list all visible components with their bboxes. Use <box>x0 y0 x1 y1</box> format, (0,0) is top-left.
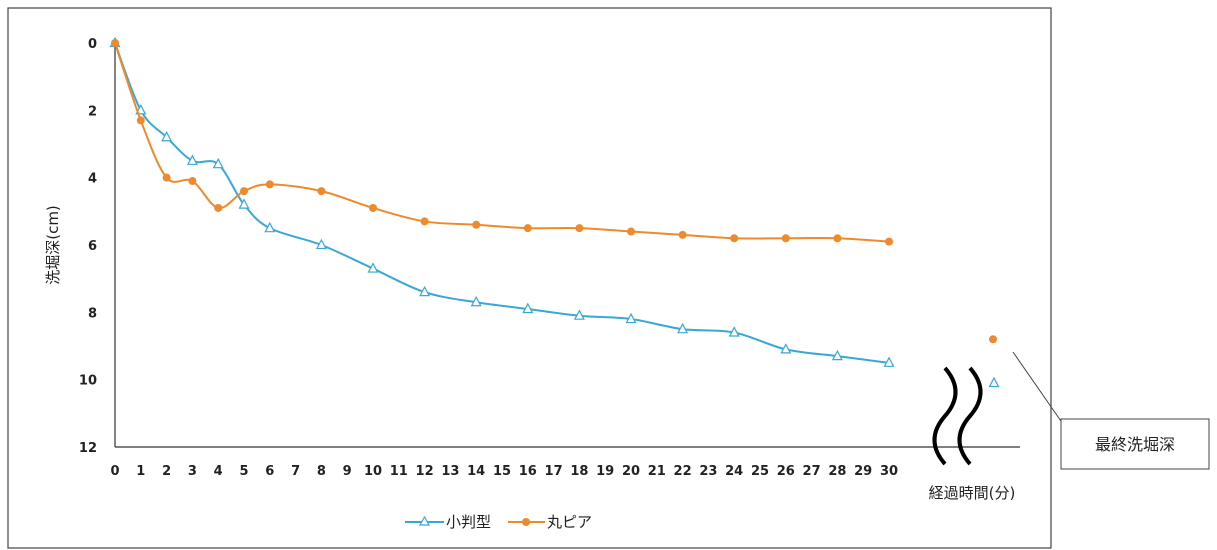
x-tick-label: 20 <box>622 464 640 479</box>
data-point-circle <box>162 173 171 182</box>
data-point-circle <box>265 180 274 189</box>
data-point-circle <box>627 227 635 236</box>
data-point-triangle <box>831 349 843 361</box>
x-tick-label: 5 <box>239 464 248 479</box>
data-point-circle <box>523 224 532 233</box>
data-point-triangle <box>315 238 327 250</box>
data-point-triangle <box>677 322 689 334</box>
y-axis: 0 2 4 6 8 10 12 <box>79 37 116 456</box>
data-point-triangle <box>238 198 250 209</box>
data-point-circle <box>136 116 145 125</box>
x-tick-label: 16 <box>519 464 537 479</box>
y-tick-label: 4 <box>88 172 97 187</box>
x-tick-label: 14 <box>467 464 485 479</box>
x-tick-label: 18 <box>570 464 588 479</box>
x-tick-label: 10 <box>364 464 382 479</box>
data-point-triangle <box>522 302 534 314</box>
x-tick-label: 17 <box>545 464 563 479</box>
x-tick-label: 13 <box>441 464 459 479</box>
x-tick-label: 9 <box>343 464 352 479</box>
data-point-circle <box>111 39 119 47</box>
series-kobangata <box>109 36 895 367</box>
final-values <box>988 335 1000 388</box>
y-tick-label: 12 <box>79 441 97 456</box>
x-tick-label: 3 <box>188 464 197 479</box>
axis-break <box>932 366 983 466</box>
legend-item-kobangata: 小判型 <box>405 513 491 531</box>
y-tick-label: 8 <box>88 306 97 321</box>
data-point-circle <box>420 217 429 226</box>
data-point-circle <box>188 177 197 186</box>
x-tick-label: 21 <box>648 464 666 479</box>
x-tick-label: 19 <box>596 464 614 479</box>
x-tick-label: 15 <box>493 464 511 479</box>
callout-label: 最終洗堀深 <box>1095 435 1175 454</box>
series-marupia <box>111 39 893 246</box>
data-point-triangle <box>573 309 585 320</box>
y-axis-title: 洗堀深(cm) <box>44 205 62 285</box>
x-tick-label: 4 <box>214 464 223 479</box>
y-tick-label: 10 <box>79 374 97 389</box>
data-point-circle <box>214 203 223 212</box>
legend: 小判型 丸ピア <box>405 513 592 531</box>
x-tick-label: 24 <box>725 464 743 479</box>
legend-marker-triangle <box>418 515 431 526</box>
data-point-triangle <box>780 343 792 354</box>
chart-frame <box>7 7 1052 549</box>
data-point-triangle <box>161 130 173 142</box>
data-point-circle <box>781 234 790 243</box>
data-point-circle <box>833 234 842 243</box>
data-point-triangle <box>212 157 224 169</box>
x-tick-label: 12 <box>416 464 434 479</box>
axis-break-wave <box>957 366 983 466</box>
data-point-triangle <box>625 312 637 324</box>
data-point-circle <box>317 187 326 196</box>
x-tick-label: 28 <box>828 464 846 479</box>
data-point-circle <box>730 234 739 243</box>
x-tick-label: 27 <box>803 464 821 479</box>
x-tick-label: 23 <box>699 464 717 479</box>
data-point-triangle <box>264 221 276 233</box>
x-tick-label: 8 <box>317 464 326 479</box>
x-axis-title: 経過時間(分) <box>929 484 1016 502</box>
legend-marker-circle <box>522 518 530 526</box>
x-axis: 0 1 2 3 4 5 6 7 8 9 10 11 12 13 14 15 16 17 18 19 20 21 22 23 24… <box>110 446 1020 479</box>
x-tick-label: 29 <box>854 464 872 479</box>
y-tick-label: 6 <box>88 239 97 254</box>
data-point-triangle <box>419 285 431 297</box>
legend-label-marupia: 丸ピア <box>547 513 592 531</box>
x-tick-label: 2 <box>162 464 171 479</box>
data-point-circle <box>472 220 481 229</box>
x-tick-label: 0 <box>110 464 119 479</box>
x-tick-label: 7 <box>291 464 300 479</box>
legend-item-marupia: 丸ピア <box>508 513 592 531</box>
callout-leader <box>1012 351 1064 425</box>
x-tick-label: 22 <box>674 464 692 479</box>
x-tick-label: 6 <box>265 464 274 479</box>
data-point-circle <box>369 203 377 212</box>
final-point-kobangata <box>988 376 1000 388</box>
callout-box <box>1060 418 1210 470</box>
x-tick-label: 25 <box>751 464 769 479</box>
y-tick-label: 2 <box>88 104 97 119</box>
legend-label-kobangata: 小判型 <box>446 513 491 531</box>
series-layer <box>109 36 895 367</box>
data-point-triangle <box>883 356 895 367</box>
data-point-circle <box>885 237 893 246</box>
x-tick-label: 30 <box>880 464 898 479</box>
data-point-circle <box>678 230 687 239</box>
x-tick-label: 26 <box>777 464 795 479</box>
axis-break-wave <box>932 366 958 466</box>
data-point-triangle <box>470 295 482 307</box>
data-point-triangle <box>728 326 740 337</box>
data-point-circle <box>240 187 248 196</box>
data-point-triangle <box>186 154 198 165</box>
x-tick-label: 11 <box>390 464 408 479</box>
data-point-circle <box>575 224 584 233</box>
x-tick-label: 1 <box>136 464 145 479</box>
y-tick-label: 0 <box>88 37 97 52</box>
final-point-marupia <box>989 335 997 344</box>
data-point-triangle <box>367 262 379 273</box>
